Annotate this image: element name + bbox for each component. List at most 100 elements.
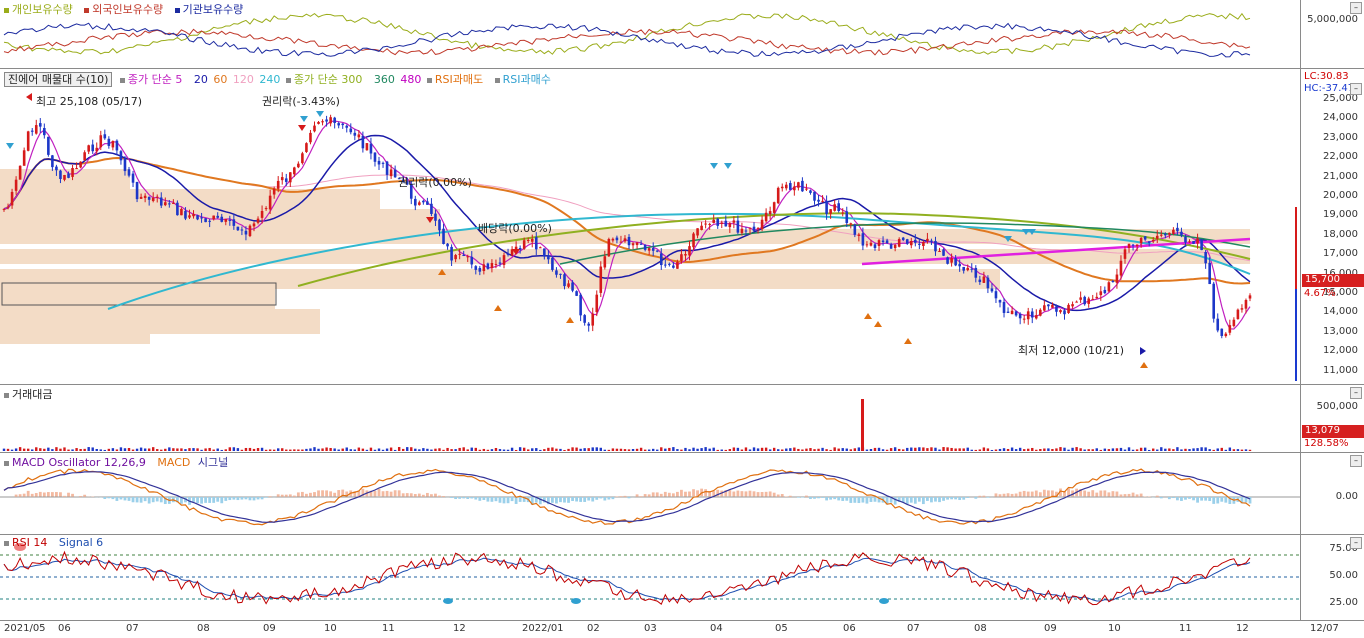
macd-osc-bar: [950, 497, 954, 500]
macd-osc-bar: [409, 493, 413, 497]
volume-bar: [369, 447, 373, 451]
candle-body: [643, 244, 647, 250]
macd-osc-bar: [833, 497, 837, 500]
volume-bar: [510, 447, 514, 451]
macd-osc-bar: [982, 495, 986, 497]
candle-body: [1083, 296, 1086, 305]
volume-bar: [934, 447, 937, 451]
candle-body: [1030, 311, 1034, 318]
candle-body: [905, 239, 909, 244]
legend-individual: 개인보유수량: [4, 3, 77, 16]
macd-osc-bar: [462, 497, 466, 499]
macd-osc-bar: [393, 490, 397, 497]
volume-bar: [873, 447, 877, 451]
macd-osc-bar: [337, 490, 341, 497]
macd-osc-bar: [865, 497, 869, 504]
volume-bar: [260, 447, 264, 451]
price-ytick: 20,000: [1323, 190, 1358, 201]
candle-body: [877, 240, 881, 247]
oversold-arrow-icon: [874, 321, 882, 327]
macd-osc-bar: [663, 491, 667, 497]
macd-osc-bar: [264, 497, 268, 498]
macd-osc-bar: [514, 497, 518, 504]
macd-osc-bar: [917, 497, 921, 502]
candle-body: [922, 241, 925, 246]
candle-body: [426, 201, 429, 205]
overbought-arrow-icon: [6, 143, 14, 149]
candle-body: [1164, 234, 1167, 236]
volume-panel[interactable]: 거래대금: [0, 384, 1300, 452]
price-axis[interactable]: LC:30.83 HC:-37.47 25,000 24,000 23,000 22,…: [1300, 68, 1364, 384]
candle-body: [1123, 249, 1127, 259]
volume-bar: [777, 449, 780, 451]
volume-bar: [595, 447, 598, 451]
volume-bar: [958, 448, 961, 451]
candle-body: [1067, 304, 1070, 313]
rsi-panel[interactable]: RSI 14 Signal 6: [0, 534, 1300, 620]
collapse-icon[interactable]: –: [1350, 455, 1362, 467]
volume-bar: [1224, 449, 1228, 451]
collapse-icon[interactable]: –: [1350, 387, 1362, 399]
signal-line: [3, 471, 1251, 523]
volume-profile-label[interactable]: 진에어 매물대 수(10): [4, 72, 113, 87]
volume-bar: [833, 447, 836, 451]
candle-body: [692, 233, 695, 248]
date-tick: 08: [197, 623, 210, 634]
price-panel[interactable]: 최고 25,108 (05/17) 권리락(-3.43%) 권리락(0.00%) 배당…: [0, 68, 1300, 384]
macd-osc-bar: [59, 492, 62, 497]
candle-body: [1216, 318, 1220, 331]
volume-bar: [704, 447, 707, 451]
current-price-box: 15,700: [1302, 274, 1364, 287]
collapse-icon[interactable]: –: [1350, 2, 1362, 14]
candle-body: [809, 190, 812, 193]
candle-body: [131, 173, 135, 183]
macd-osc-bar: [450, 497, 453, 498]
volume-bar: [845, 448, 848, 451]
candle-body: [752, 226, 756, 231]
rsi-oversold-marker: [879, 598, 889, 604]
volume-bar: [889, 448, 893, 451]
candle-body: [321, 121, 324, 123]
date-tick: 08: [974, 623, 987, 634]
collapse-icon[interactable]: –: [1350, 83, 1362, 95]
candle-body: [1244, 300, 1248, 309]
macd-osc-bar: [829, 497, 833, 500]
macd-osc-bar: [421, 494, 425, 497]
candle-body: [115, 140, 119, 151]
volume-bar: [950, 447, 953, 451]
macd-osc-bar: [1042, 489, 1046, 497]
volume-bar: [143, 448, 147, 451]
macd-osc-bar: [18, 494, 22, 497]
macd-panel[interactable]: MACD Oscillator 12,26,9 MACD 시그널: [0, 452, 1300, 534]
volume-bar: [248, 447, 252, 451]
candle-body: [147, 196, 151, 200]
ownership-panel[interactable]: 개인보유수량 외국인보유수량 기관보유수량: [0, 0, 1300, 68]
candle-body: [938, 250, 941, 252]
volume-bar: [240, 449, 244, 451]
volume-bar: [853, 448, 857, 451]
macd-osc-bar: [530, 497, 534, 505]
volume-bar: [349, 449, 352, 451]
candle-body: [555, 270, 558, 275]
volume-bar: [1002, 448, 1006, 451]
price-ytick: 14,000: [1323, 306, 1358, 318]
volume-legend: 거래대금: [4, 386, 56, 402]
volume-bar: [567, 448, 570, 451]
legend-macd: MACD: [157, 456, 191, 469]
volume-bar: [579, 448, 582, 451]
macd-osc-bar: [1159, 497, 1163, 499]
collapse-icon[interactable]: –: [1350, 537, 1362, 549]
candle-body: [87, 145, 90, 152]
volume-bar: [849, 449, 852, 451]
volume-bar: [744, 447, 748, 451]
macd-osc-bar: [155, 497, 159, 502]
macd-osc-bar: [442, 496, 445, 497]
rsi-ytick-50: 50.00: [1329, 570, 1358, 581]
candle-body: [151, 197, 155, 201]
candle-body: [639, 243, 643, 245]
macd-osc-bar: [425, 492, 429, 497]
macd-osc-bar: [776, 494, 780, 497]
macd-osc-bar: [930, 497, 933, 503]
candle-body: [18, 165, 22, 180]
volume-bar: [1180, 449, 1183, 451]
